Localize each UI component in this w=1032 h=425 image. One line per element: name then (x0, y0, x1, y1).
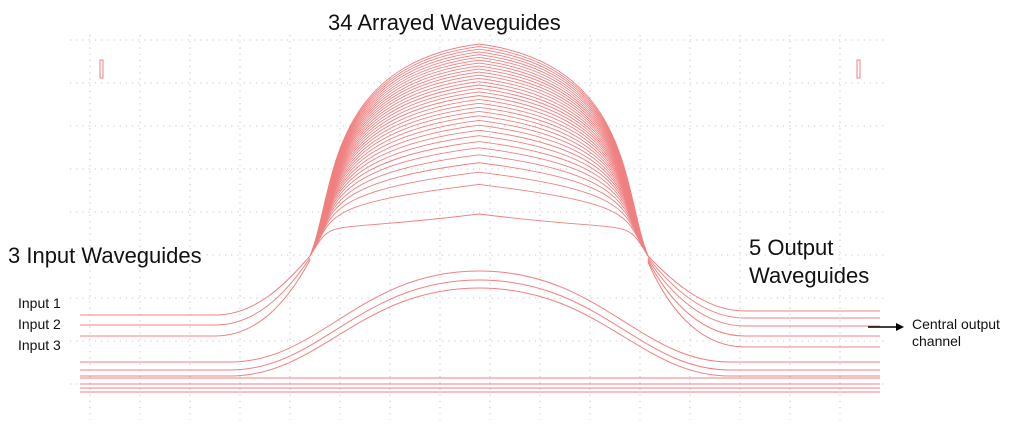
arrayed-waveguide (309, 119, 649, 257)
arrayed-waveguide (309, 135, 649, 257)
arrayed-waveguide (309, 171, 649, 257)
output-waveguide (647, 255, 880, 312)
diagram-title: 34 Arrayed Waveguides (328, 10, 561, 35)
input-1-label: Input 1 (18, 295, 61, 311)
output-waveguide (647, 260, 880, 337)
input-waveguide (80, 259, 311, 337)
central-output-label-line1: Central output (912, 316, 1000, 332)
central-output-arrow (868, 323, 904, 331)
input-waveguide (80, 255, 311, 316)
arrayed-waveguide (309, 183, 649, 257)
arrayed-waveguide (309, 74, 649, 257)
background-grid (70, 35, 885, 420)
input-3-label: Input 3 (18, 337, 61, 353)
output-waveguide (647, 261, 880, 348)
arrayed-waveguides (309, 43, 649, 257)
input-waveguides-label: 3 Input Waveguides (8, 243, 202, 268)
loop-waveguide (80, 287, 880, 377)
central-output-label-line2: channel (912, 333, 962, 349)
output-waveguide (647, 258, 880, 327)
arrayed-waveguide (309, 141, 649, 257)
io-waveguides (80, 255, 880, 393)
arrayed-waveguide (309, 154, 649, 257)
loop-waveguide (80, 279, 880, 371)
arrayed-waveguide (309, 111, 649, 257)
input-2-label: Input 2 (18, 316, 61, 332)
arrayed-waveguide (309, 213, 649, 257)
arrayed-waveguide (309, 162, 649, 257)
input-waveguide (80, 257, 311, 326)
output-waveguides-label-line1: 5 Output (749, 235, 834, 260)
alignment-marks (99, 59, 861, 79)
arrayed-waveguide (309, 129, 649, 257)
arrayed-waveguide (309, 77, 649, 257)
loop-waveguide (80, 270, 880, 363)
alignment-mark-right (856, 59, 861, 79)
output-waveguide (647, 257, 880, 319)
arrayed-waveguide (309, 43, 649, 257)
arrayed-waveguide (309, 56, 649, 257)
arrayed-waveguide (309, 98, 649, 257)
output-waveguides-label-line2: Waveguides (749, 263, 870, 288)
arrayed-waveguide (309, 147, 649, 257)
alignment-mark-left (99, 59, 104, 79)
